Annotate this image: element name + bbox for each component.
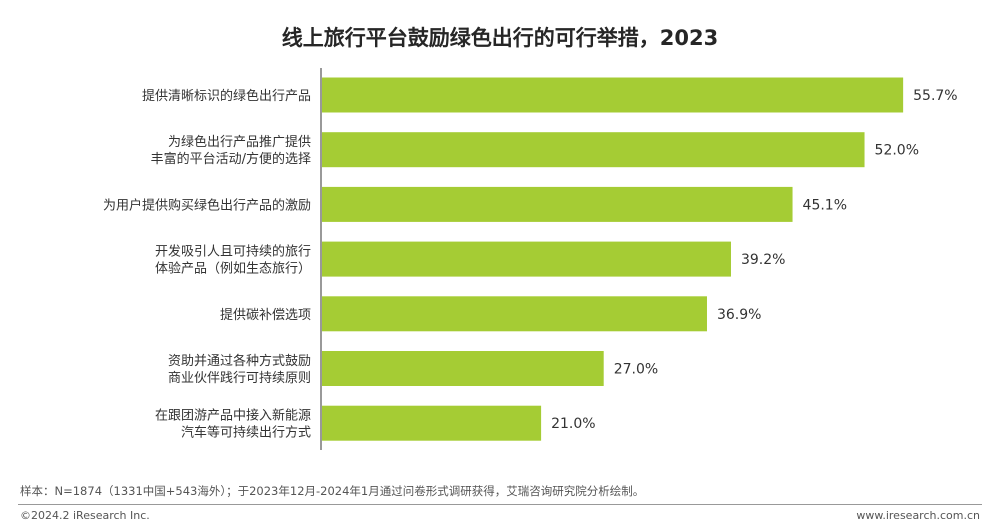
category-label-3: 为用户提供购买绿色出行产品的激励 xyxy=(103,197,311,213)
bar-1 xyxy=(322,77,904,113)
copyright-text: ©2024.2 iResearch Inc. xyxy=(20,509,150,522)
category-label-5: 提供碳补偿选项 xyxy=(220,307,311,323)
bar-5 xyxy=(322,296,707,332)
value-label-4: 39.2% xyxy=(741,252,785,268)
bar-6 xyxy=(322,351,604,386)
category-label-2: 为绿色出行产品推广提供丰富的平台活动/方便的选择 xyxy=(151,134,311,167)
chart-title: 线上旅行平台鼓励绿色出行的可行举措，2023 xyxy=(281,26,719,50)
value-label-1: 55.7% xyxy=(913,88,957,104)
value-label-7: 21.0% xyxy=(551,416,595,432)
sample-note: 样本：N=1874（1331中国+543海外）；于2023年12月-2024年1… xyxy=(20,484,645,498)
bar-7 xyxy=(322,405,542,441)
bar-3 xyxy=(322,186,793,222)
bar-4 xyxy=(322,241,731,277)
value-label-6: 27.0% xyxy=(614,362,658,378)
value-label-2: 52.0% xyxy=(875,143,919,159)
value-label-5: 36.9% xyxy=(717,307,761,323)
website-link[interactable]: www.iresearch.com.cn xyxy=(856,509,980,522)
footer-divider xyxy=(18,504,982,505)
bar-2 xyxy=(322,132,865,168)
category-label-1: 提供清晰标识的绿色出行产品 xyxy=(142,88,311,104)
category-label-6: 资助并通过各种方式鼓励商业伙伴践行可持续原则 xyxy=(168,353,311,386)
category-label-4: 开发吸引人且可持续的旅行体验产品（例如生态旅行） xyxy=(155,244,311,277)
category-label-7: 在跟团游产品中接入新能源汽车等可持续出行方式 xyxy=(155,408,311,441)
bar-chart: 55.7% 提供清晰标识的绿色出行产品 52.0% 为绿色出行产品推广提供丰富的平台活… xyxy=(103,68,958,450)
value-label-3: 45.1% xyxy=(803,197,847,213)
